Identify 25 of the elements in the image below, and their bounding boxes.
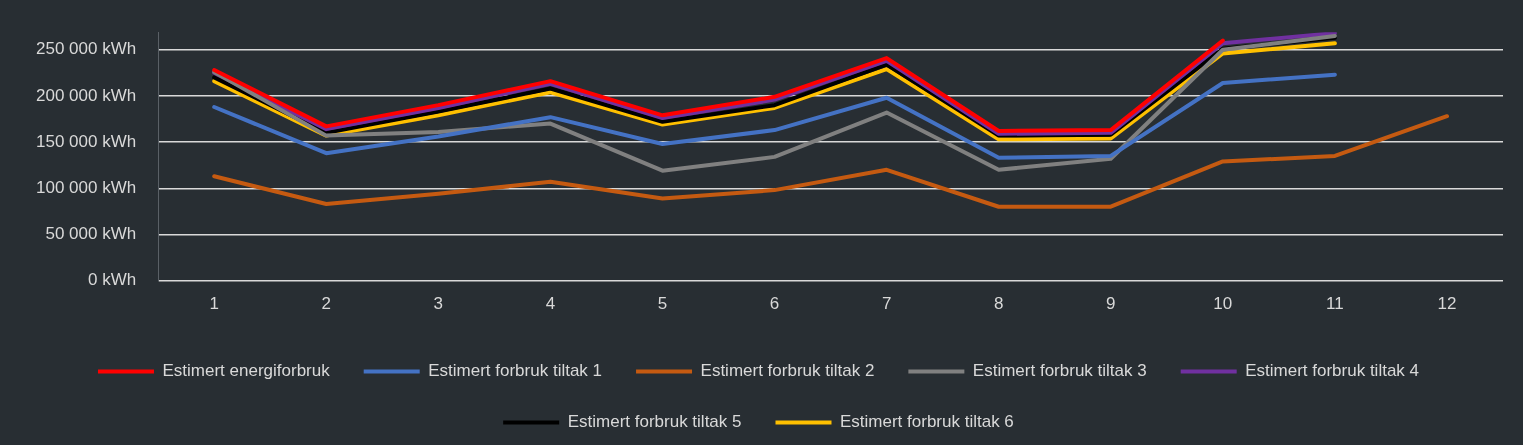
legend-label: Estimert forbruk tiltak 6 (840, 412, 1014, 432)
y-tick-label: 50 000 kWh (45, 224, 137, 244)
legend-label: Estimert forbruk tiltak 1 (428, 361, 603, 381)
y-tick-label: 200 000 kWh (35, 85, 137, 105)
legend-label: Estimert energiforbruk (162, 361, 331, 381)
y-tick-label: 250 000 kWh (35, 39, 137, 59)
x-tick-label: 2 (321, 294, 332, 314)
x-tick-label: 7 (881, 294, 892, 314)
y-tick-label: 0 kWh (87, 270, 137, 290)
x-tick-label: 5 (657, 294, 668, 314)
y-tick-label: 150 000 kWh (35, 131, 137, 151)
x-tick-label: 11 (1326, 294, 1344, 314)
x-tick-label: 9 (1106, 294, 1116, 314)
x-tick-label: 8 (993, 294, 1004, 314)
x-tick-label: 6 (769, 294, 780, 314)
legend-label: Estimert forbruk tiltak 3 (972, 361, 1147, 381)
x-tick-label: 12 (1437, 294, 1457, 314)
legend-label: Estimert forbruk tiltak 4 (1245, 361, 1420, 381)
x-tick-label: 4 (545, 294, 556, 314)
legend-label: Estimert forbruk tiltak 5 (567, 412, 742, 432)
x-tick-label: 1 (209, 294, 219, 314)
legend-label: Estimert forbruk tiltak 2 (700, 361, 875, 381)
y-tick-label: 100 000 kWh (35, 177, 137, 197)
x-tick-label: 3 (433, 294, 444, 314)
x-tick-label: 10 (1213, 294, 1233, 314)
